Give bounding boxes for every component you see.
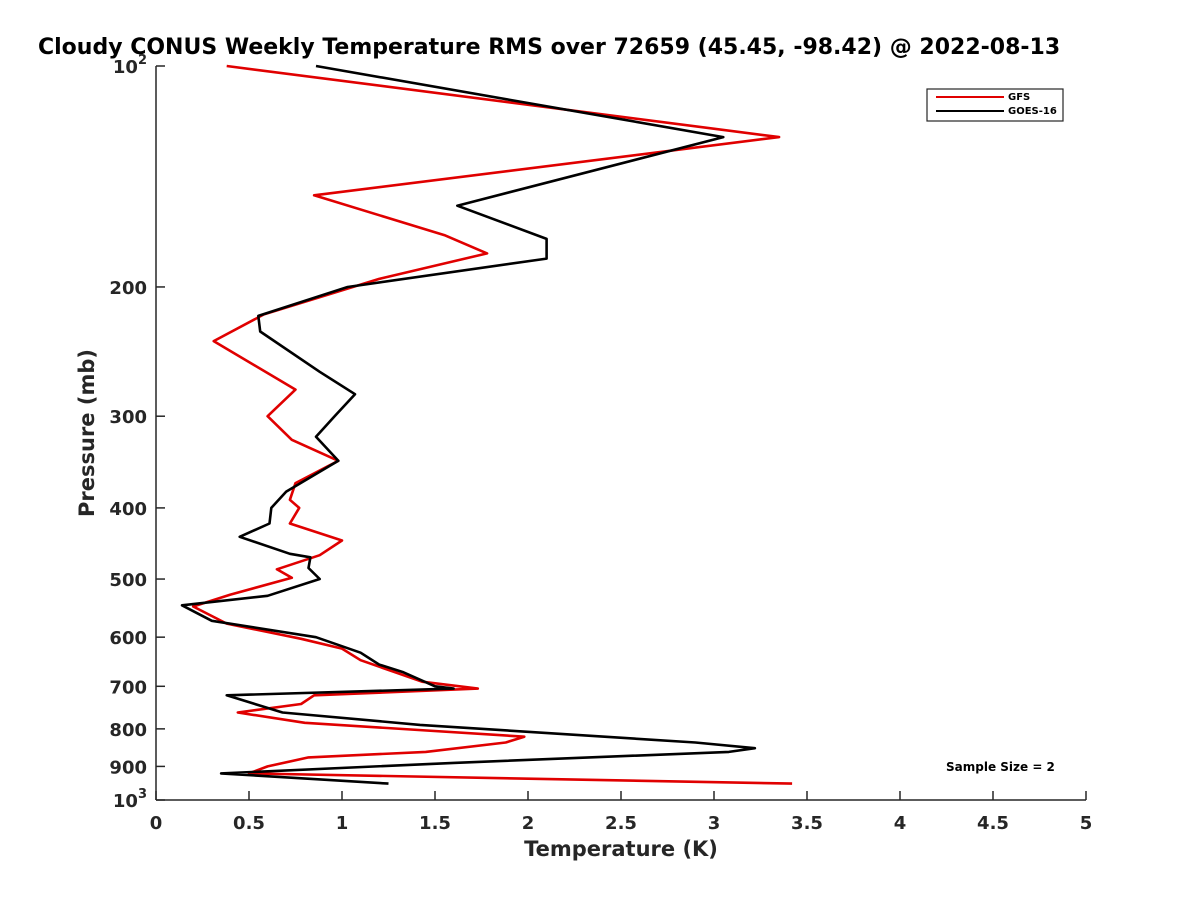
x-tick-label: 4 <box>894 813 907 834</box>
legend-label-goes-16: GOES-16 <box>1008 106 1057 117</box>
y-tick-label: 500 <box>109 570 147 591</box>
x-ticks: 0 0.5 1 1.5 2 2.5 3 3.5 4 4.5 5 <box>150 791 1093 834</box>
x-tick-label: 0.5 <box>233 813 265 834</box>
legend: GFS GOES-16 <box>926 88 1064 122</box>
y-tick-label: 700 <box>109 677 147 698</box>
legend-label-gfs: GFS <box>1008 92 1030 103</box>
legend-box <box>926 88 1064 122</box>
sample-size-annotation: Sample Size = 2 <box>946 760 1055 774</box>
x-tick-label: 4.5 <box>977 813 1009 834</box>
plot-area <box>155 66 1086 801</box>
x-tick-label: 0 <box>150 813 163 834</box>
x-tick-label: 1 <box>336 813 349 834</box>
y-tick-label: 300 <box>109 407 147 428</box>
x-tick-label: 2 <box>522 813 535 834</box>
x-tick-label: 3 <box>708 813 721 834</box>
x-tick-label: 3.5 <box>791 813 823 834</box>
y-ticks: 102 200 300 400 500 600 700 800 900 103 <box>109 53 165 812</box>
y-axis-label: Pressure (mb) <box>75 349 99 517</box>
y-tick-label: 200 <box>109 278 147 299</box>
y-tick-label: 800 <box>109 720 147 741</box>
series-layer <box>180 64 793 785</box>
y-tick-label: 900 <box>109 757 147 778</box>
y-tick-label: 102 <box>113 53 147 78</box>
x-axis-label: Temperature (K) <box>524 837 718 861</box>
x-tick-label: 1.5 <box>419 813 451 834</box>
chart-title: Cloudy CONUS Weekly Temperature RMS over… <box>38 35 1060 60</box>
y-tick-label: 103 <box>113 787 147 812</box>
y-tick-label: 600 <box>109 628 147 649</box>
series-line-goes-16 <box>180 64 757 785</box>
series-line-gfs <box>191 64 793 785</box>
y-tick-label: 400 <box>109 499 147 520</box>
x-tick-label: 2.5 <box>605 813 637 834</box>
x-tick-label: 5 <box>1080 813 1093 834</box>
